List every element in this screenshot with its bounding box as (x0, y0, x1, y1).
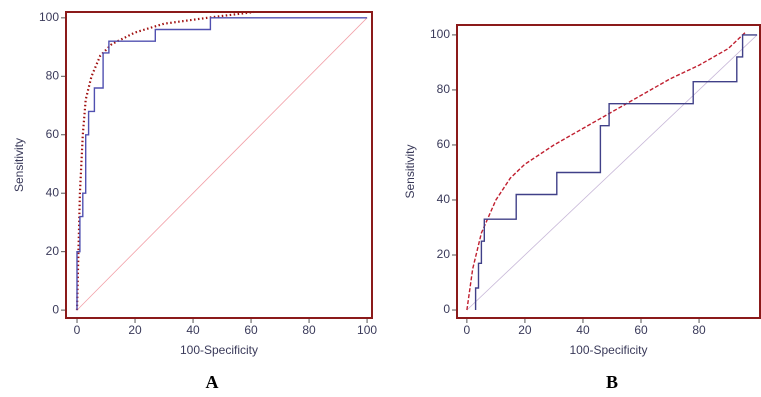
x-tick-label: 60 (634, 323, 648, 337)
x-tick-label: 20 (128, 323, 142, 337)
y-tick-label: 60 (46, 127, 60, 141)
x-tick-label: 60 (244, 323, 258, 337)
x-tick-label: 40 (576, 323, 590, 337)
roc-curve (75, 10, 255, 311)
x-tick-label: 80 (302, 323, 316, 337)
y-tick-label: 0 (443, 302, 450, 316)
y-axis-label: Sensitivity (12, 138, 26, 192)
y-tick-label: 0 (52, 302, 59, 316)
roc-curve (76, 17, 368, 311)
x-axis-label: 100-Specificity (569, 343, 647, 357)
y-tick-label: 40 (437, 192, 451, 206)
plot-frame (456, 24, 761, 319)
y-tick-label: 80 (437, 82, 451, 96)
x-tick-label: 0 (464, 323, 471, 337)
x-tick-label: 20 (518, 323, 532, 337)
roc-curve (474, 34, 758, 310)
x-tick-label: 80 (692, 323, 706, 337)
plot-frame (65, 11, 373, 319)
x-axis-label: 100-Specificity (180, 343, 258, 357)
x-tick-label: 100 (357, 323, 377, 337)
panel-label: A (206, 372, 219, 392)
roc-curve (76, 17, 368, 311)
y-tick-label: 80 (46, 68, 60, 82)
panel-label: B (606, 372, 618, 392)
y-tick-label: 100 (39, 10, 59, 24)
roc-curve (466, 31, 746, 311)
y-tick-label: 20 (46, 244, 60, 258)
x-tick-label: 0 (74, 323, 81, 337)
y-tick-label: 100 (430, 27, 450, 41)
x-tick-label: 40 (186, 323, 200, 337)
y-tick-label: 20 (437, 247, 451, 261)
y-tick-label: 60 (437, 137, 451, 151)
y-tick-label: 40 (46, 185, 60, 199)
roc-curve (466, 34, 758, 311)
y-axis-label: Sensitivity (403, 144, 417, 198)
